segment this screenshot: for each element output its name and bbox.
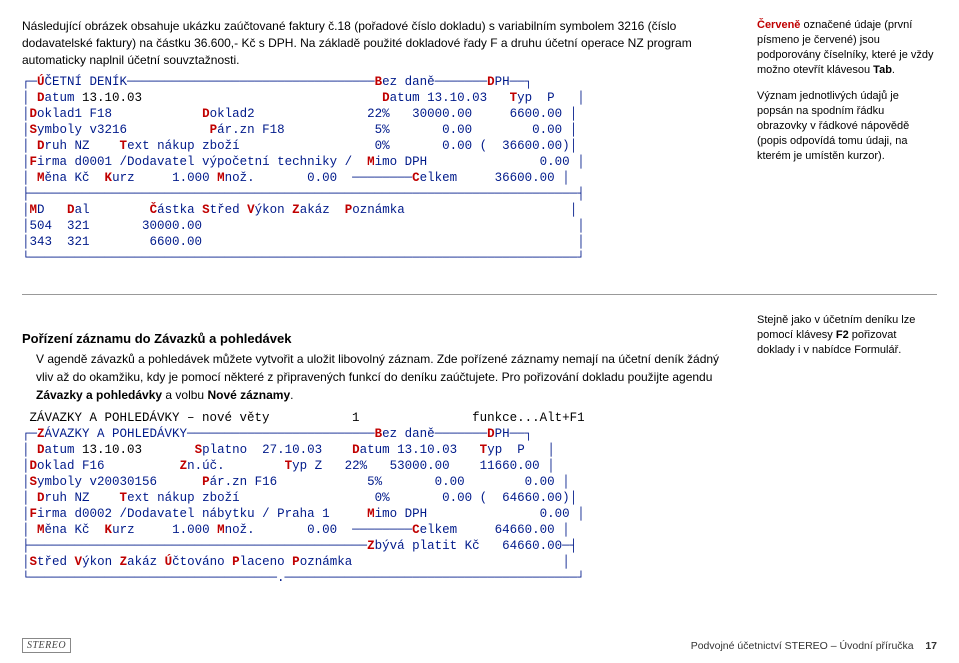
terminal-screenshot-2: ZÁVAZKY A POHLEDÁVKY – nové věty 1 funkc…: [22, 410, 737, 586]
section-heading: Pořízení záznamu do Závazků a pohledávek: [22, 331, 737, 346]
sidebar-note-2: Význam jednotlivých údajů je popsán na s…: [757, 89, 937, 163]
footer-title: Podvojné účetnictví STEREO – Úvodní přír…: [691, 640, 937, 652]
section-divider: [22, 294, 937, 295]
section-paragraph: V agendě závazků a pohledávek můžete vyt…: [36, 350, 737, 404]
sidebar-note-3: Stejně jako v účetním deníku lze pomocí …: [757, 313, 937, 358]
footer-brand-logo: STEREO: [22, 638, 71, 653]
intro-paragraph: Následující obrázek obsahuje ukázku zaúč…: [22, 18, 737, 68]
sidebar-red-word: Červeně: [757, 19, 800, 31]
terminal-screenshot-1: ┌─ÚČETNÍ DENÍK──────────────────────────…: [22, 74, 737, 266]
sidebar-note-1: Červeně označené údaje (první písmeno je…: [757, 18, 937, 77]
